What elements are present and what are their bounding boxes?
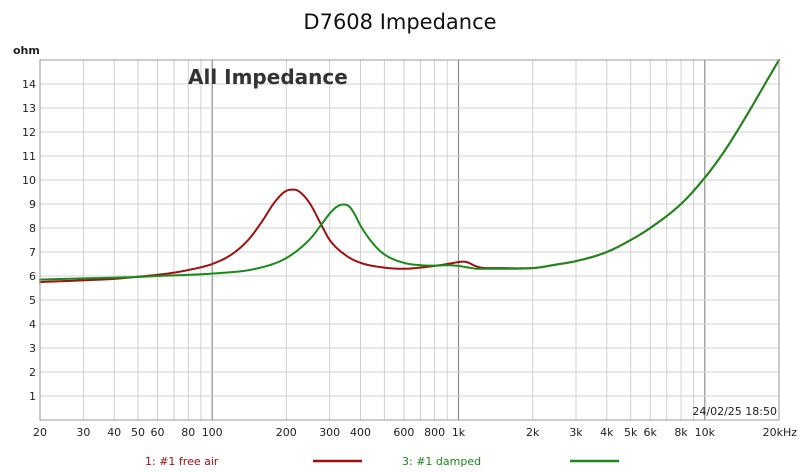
tick-layer: 20 30 40 50 60 80 100 200 300 400 600 800 1k 2k 3k 4k 5k… [22,78,797,439]
x-tick-label: 30 [76,426,90,439]
plot-frame [39,59,780,421]
x-tick-label: 80 [181,426,195,439]
y-tick-label: 13 [22,102,36,115]
x-tick-label: 3k [569,426,583,439]
x-tick-label: 20kHz [763,426,798,439]
y-tick-label: 10 [22,174,36,187]
x-tick-label: 20 [33,426,47,439]
grid-layer [40,60,779,420]
series-layer [39,59,780,283]
x-tick-label: 4k [600,426,614,439]
y-tick-label: 4 [29,318,36,331]
x-tick-label: 2k [526,426,540,439]
x-tick-label: 300 [319,426,340,439]
x-tick-label: 60 [151,426,165,439]
y-tick-label: 1 [29,390,36,403]
chart-title: D7608 Impedance [303,10,496,34]
x-tick-label: 10k [695,426,716,439]
x-tick-label: 1k [452,426,466,439]
x-tick-label: 800 [424,426,445,439]
series-line-2 [39,59,780,281]
y-tick-label: 7 [29,246,36,259]
measurement-timestamp: 24/02/25 18:50 [692,405,777,418]
y-tick-label: 2 [29,366,36,379]
y-tick-label: 3 [29,342,36,355]
x-tick-label: 6k [644,426,658,439]
y-tick-label: 11 [22,150,36,163]
x-tick-label: 400 [350,426,371,439]
x-tick-label: 600 [393,426,414,439]
y-tick-label: 5 [29,294,36,307]
x-tick-label: 8k [674,426,688,439]
x-tick-label: 5k [624,426,638,439]
x-tick-label: 40 [107,426,121,439]
y-axis-label: ohm [13,44,40,57]
legend-label-2: 3: #1 damped [402,455,481,468]
x-tick-label: 100 [202,426,223,439]
chart-annotation: All Impedance [188,65,348,89]
x-tick-label: 200 [276,426,297,439]
y-tick-label: 8 [29,222,36,235]
y-tick-label: 14 [22,78,36,91]
y-tick-label: 9 [29,198,36,211]
y-tick-label: 12 [22,126,36,139]
y-tick-label: 6 [29,270,36,283]
legend-label-1: 1: #1 free air [145,455,219,468]
legend: 1: #1 free air 3: #1 damped [145,455,619,468]
x-tick-label: 50 [131,426,145,439]
